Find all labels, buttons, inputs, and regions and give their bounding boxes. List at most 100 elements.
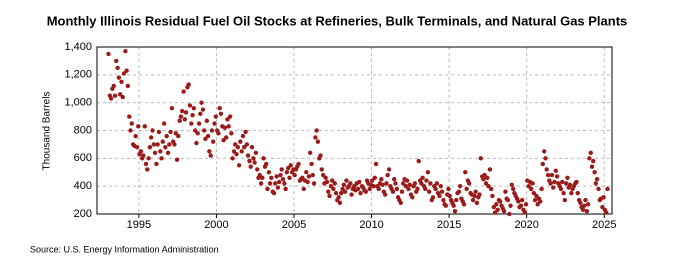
data-point [160, 139, 165, 144]
data-point [179, 108, 185, 114]
data-point [407, 182, 412, 187]
data-point [410, 195, 415, 200]
data-point [509, 182, 514, 187]
data-point [585, 202, 591, 207]
data-point [497, 199, 503, 204]
data-point [196, 121, 202, 126]
data-point [473, 189, 478, 194]
data-point [129, 121, 134, 126]
data-point [266, 170, 272, 175]
x-tick-label: 2015 [437, 219, 461, 231]
data-point [426, 189, 432, 194]
data-point [287, 175, 292, 181]
data-point [569, 190, 574, 196]
data-point [470, 197, 476, 203]
data-point [143, 161, 149, 167]
data-point [278, 172, 283, 178]
data-point [357, 179, 362, 185]
data-point [244, 142, 250, 147]
data-point [542, 149, 547, 154]
data-point [301, 186, 306, 192]
data-point [412, 181, 418, 186]
data-point [306, 174, 312, 179]
data-point [189, 121, 194, 126]
data-point [593, 181, 599, 186]
data-point [209, 128, 215, 133]
data-point [392, 177, 397, 182]
data-point [315, 139, 321, 144]
data-point [108, 96, 114, 101]
data-point [311, 181, 317, 186]
data-point [292, 172, 297, 178]
data-point [384, 181, 389, 186]
data-point [584, 209, 590, 214]
data-point [549, 172, 555, 178]
data-point [205, 133, 211, 139]
data-point [152, 150, 158, 155]
source-note: Source: U.S. Energy Information Administ… [30, 244, 219, 254]
data-point [434, 181, 440, 186]
data-point [127, 114, 132, 119]
data-point [114, 58, 119, 64]
data-point [383, 192, 388, 197]
data-point [247, 158, 252, 164]
data-point [128, 128, 133, 133]
data-point [604, 210, 609, 215]
data-point [245, 153, 251, 158]
data-point [141, 153, 146, 158]
data-point [519, 197, 525, 203]
data-point [530, 181, 535, 186]
data-point [233, 142, 238, 147]
data-point [296, 161, 301, 167]
y-tick-label: 400 [74, 180, 92, 192]
data-point [592, 170, 597, 175]
data-point [561, 190, 566, 196]
data-point [505, 197, 511, 203]
data-point [522, 210, 528, 215]
data-point [235, 145, 241, 150]
data-point [443, 203, 449, 208]
data-point [433, 186, 438, 192]
data-point [386, 167, 392, 172]
data-point [134, 145, 140, 150]
data-point [257, 172, 262, 178]
data-point [252, 160, 257, 165]
data-point [181, 89, 186, 94]
y-tick-label: 200 [74, 208, 92, 220]
data-point [507, 211, 512, 217]
data-point [163, 145, 168, 150]
data-point [269, 175, 274, 181]
data-point [275, 185, 281, 190]
data-point [243, 129, 248, 135]
data-point [124, 68, 129, 73]
data-point [222, 125, 228, 130]
data-point [451, 203, 456, 208]
data-point [200, 107, 206, 112]
data-point [543, 156, 548, 161]
data-point [239, 149, 244, 154]
data-point [226, 124, 231, 129]
data-point [560, 179, 565, 185]
data-point [589, 164, 595, 169]
data-point [186, 82, 191, 87]
data-point [477, 192, 482, 197]
data-point [369, 178, 375, 183]
data-point [562, 197, 568, 203]
data-point [267, 181, 273, 186]
data-point [394, 186, 400, 192]
data-point [446, 186, 451, 192]
data-point [156, 129, 162, 135]
data-point [363, 189, 369, 194]
data-point [265, 186, 270, 192]
data-point [148, 135, 154, 140]
data-point [404, 178, 410, 183]
data-point [201, 128, 207, 133]
data-point [591, 158, 596, 164]
y-tick-label: 1,400 [64, 41, 92, 53]
data-point [284, 170, 290, 175]
data-point [538, 199, 543, 204]
data-point [230, 156, 235, 161]
data-point [565, 175, 570, 181]
data-point [544, 167, 549, 172]
